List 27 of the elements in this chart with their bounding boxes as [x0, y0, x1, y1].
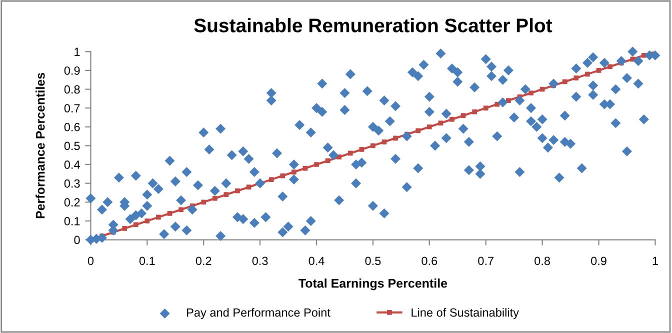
x-tick-label: 0.3: [252, 256, 268, 266]
x-tick-label: 0.1: [139, 256, 155, 266]
y-tick-label: 0.7: [64, 104, 80, 112]
y-tick-label: 0.1: [64, 216, 80, 226]
x-tick-label: 0.5: [365, 256, 381, 266]
legend-label: Pay and Performance Point: [187, 308, 330, 320]
x-tick-label: 0: [88, 256, 94, 266]
y-tick-label: 0.6: [64, 122, 80, 132]
chart-title: Sustainable Remuneration Scatter Plot: [194, 18, 552, 32]
y-tick-label: 0.9: [64, 66, 80, 75]
y-axis-title: Performance Percentiles: [36, 72, 45, 218]
x-tick-label: 0.7: [478, 256, 494, 266]
y-tick-label: 1: [74, 48, 80, 56]
x-axis-title: Total Earnings Percentile: [298, 278, 448, 290]
x-tick-label: 0.6: [422, 256, 438, 266]
y-tick-label: 0.5: [64, 142, 80, 150]
y-tick-label: 0: [74, 236, 80, 244]
y-tick-label: 0.2: [64, 198, 80, 207]
x-tick-label: 0.2: [196, 256, 212, 266]
legend-label: Line of Sustainability: [412, 308, 519, 320]
y-tick-label: 0.3: [64, 179, 80, 188]
x-tick-label: 0.4: [308, 256, 324, 266]
x-tick-label: 0.8: [534, 256, 550, 266]
y-tick-label: 0.8: [64, 85, 80, 94]
x-tick-label: 1: [652, 256, 658, 265]
y-tick-label: 0.4: [64, 160, 80, 169]
x-tick-label: 0.9: [591, 256, 606, 266]
